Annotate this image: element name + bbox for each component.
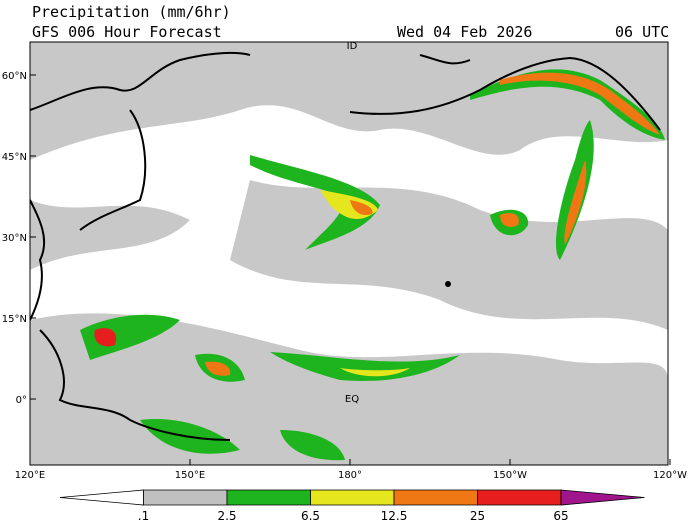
valid-date: Wed 04 Feb 2026	[397, 23, 532, 41]
colorbar: .1 2.5 6.5 12.5 25 65	[59, 489, 645, 523]
colorbar-swatch	[477, 489, 562, 506]
coastlines	[30, 51, 661, 441]
lat-label: 60°N	[2, 71, 27, 82]
eq-marker: EQ	[345, 394, 359, 405]
lon-label: 150°W	[493, 470, 527, 481]
colorbar-label: 12.5	[381, 509, 408, 523]
colorbar-swatch	[59, 489, 144, 506]
colorbar-swatch	[143, 489, 228, 506]
lat-label: 45°N	[2, 152, 27, 163]
lon-label: 120°W	[653, 470, 687, 481]
id-marker: ID	[347, 41, 358, 52]
colorbar-swatch	[310, 489, 395, 506]
colorbar-label: 65	[553, 509, 568, 523]
colorbar-label: 6.5	[301, 509, 320, 523]
title: Precipitation (mm/6hr)	[32, 3, 231, 21]
subtitle: GFS 006 Hour Forecast	[32, 23, 222, 41]
lat-label: 15°N	[2, 314, 27, 325]
precip-areas	[80, 69, 665, 461]
map: ID EQ 60°N 45°N 30°N 15°N 0° 120°E 150°E 180° 15…	[2, 41, 687, 481]
colorbar-swatch	[560, 489, 645, 506]
colorbar-label: 25	[470, 509, 485, 523]
colorbar-swatch	[226, 489, 311, 506]
lon-label: 150°E	[175, 470, 205, 481]
lat-label: 0°	[16, 395, 27, 406]
colorbar-swatch	[393, 489, 478, 506]
lat-label: 30°N	[2, 233, 27, 244]
lon-label: 120°E	[15, 470, 45, 481]
axes: 60°N 45°N 30°N 15°N 0° 120°E 150°E 180° 150°W 120…	[2, 71, 687, 481]
valid-hour: 06 UTC	[615, 23, 669, 41]
lon-label: 180°	[338, 470, 362, 481]
colorbar-label: 2.5	[217, 509, 236, 523]
colorbar-label: .1	[138, 509, 149, 523]
